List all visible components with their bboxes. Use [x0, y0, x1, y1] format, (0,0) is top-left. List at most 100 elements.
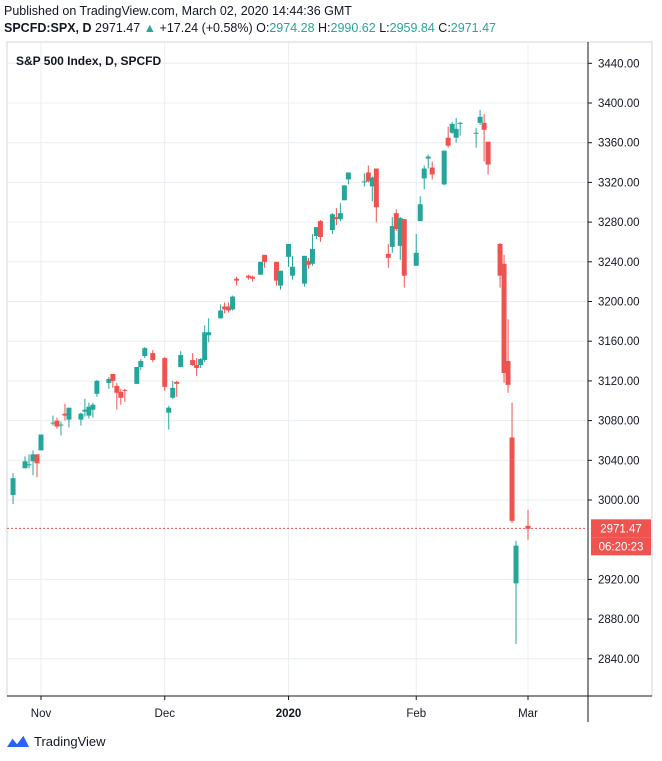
candle	[138, 359, 144, 370]
candle	[118, 388, 124, 405]
footer[interactable]: TradingView	[6, 733, 106, 749]
candle	[333, 208, 339, 226]
y-tick-label: 3120.00	[598, 376, 640, 388]
candle	[457, 121, 463, 136]
candle-body	[385, 253, 391, 258]
candle	[341, 185, 347, 201]
candle	[361, 173, 367, 187]
candle-body	[86, 406, 92, 416]
candle	[305, 257, 311, 269]
candle-body	[50, 422, 56, 424]
candle-body	[142, 348, 148, 357]
candle	[441, 150, 447, 186]
candle-body	[305, 260, 311, 265]
candle-body	[505, 361, 511, 385]
candle	[317, 220, 323, 242]
candle	[226, 302, 232, 313]
candle	[274, 261, 280, 286]
candle-body	[445, 137, 451, 146]
y-tick-label: 3200.00	[598, 297, 640, 309]
chart-title: S&P 500 Index, D, SPCFD	[16, 54, 161, 68]
candle-body	[309, 248, 315, 264]
candle-body	[397, 218, 403, 246]
y-tick-label: 3080.00	[598, 416, 640, 428]
candle-body	[66, 407, 72, 420]
last-price-label: 2971.47	[600, 523, 642, 535]
candle-body	[138, 361, 144, 368]
candle-body	[10, 478, 16, 496]
candle-body	[317, 221, 323, 237]
candle	[477, 109, 483, 125]
candle	[429, 161, 435, 180]
open-label: O:	[256, 21, 270, 35]
candle	[230, 295, 236, 311]
x-tick-label: 2020	[276, 708, 302, 720]
candle-body	[62, 413, 68, 416]
candle-body	[226, 306, 232, 311]
y-tick-label: 3440.00	[598, 58, 640, 70]
candle	[22, 456, 28, 469]
candle-body	[278, 270, 284, 286]
candle-body	[393, 213, 399, 230]
candle	[393, 209, 399, 232]
candle-body	[425, 156, 431, 159]
candle-body	[106, 378, 112, 383]
candle	[110, 373, 116, 388]
candle	[365, 165, 371, 183]
candle	[90, 402, 96, 418]
candle-body	[82, 409, 88, 412]
candle	[258, 261, 264, 275]
candle-body	[230, 296, 236, 310]
candle-body	[329, 214, 335, 231]
quote-line: SPCFD:SPX, D 2971.47 ▲ +17.24 (+0.58%) O…	[4, 21, 496, 35]
candle	[425, 154, 431, 169]
candle-body	[453, 128, 459, 138]
candle-body	[22, 461, 28, 469]
candle-body	[285, 243, 291, 257]
candle-body	[274, 261, 280, 281]
y-tick-label: 3040.00	[598, 455, 640, 467]
y-tick-label: 3400.00	[598, 98, 640, 110]
candle	[86, 402, 92, 419]
candle	[246, 274, 252, 280]
candle	[473, 127, 479, 148]
candle	[389, 217, 395, 253]
candle	[54, 417, 60, 429]
candle-body	[365, 172, 371, 182]
candle-body	[525, 525, 531, 529]
plot-border	[6, 41, 653, 697]
candle	[485, 141, 491, 175]
candle-body	[473, 132, 479, 134]
candle-body	[134, 367, 140, 384]
last-price-badge	[591, 519, 651, 538]
change-value: +17.24 (+0.58%)	[159, 21, 253, 35]
low-value: 2959.84	[389, 21, 435, 35]
candle-body	[361, 181, 367, 183]
candle	[94, 379, 100, 397]
y-tick-label: 3320.00	[598, 177, 640, 189]
candle	[190, 353, 196, 367]
candle	[373, 168, 379, 223]
candle	[289, 255, 295, 280]
candle	[369, 176, 375, 202]
candle-body	[341, 185, 347, 201]
x-tick-label: Nov	[31, 708, 52, 720]
candle-body	[373, 168, 379, 208]
candle	[309, 234, 315, 266]
countdown-label: 06:20:23	[599, 541, 644, 553]
candle-body	[54, 420, 60, 427]
candle	[218, 304, 224, 319]
candle-body	[289, 266, 295, 276]
candle	[78, 412, 84, 426]
candle	[34, 454, 40, 478]
candle-body	[58, 424, 64, 426]
low-label: L:	[379, 21, 390, 35]
candle	[385, 243, 391, 268]
candle-body	[421, 168, 427, 179]
candle	[262, 254, 268, 268]
y-tick-label: 3000.00	[598, 495, 640, 507]
published-line: Published on TradingView.com, March 02, …	[4, 4, 352, 18]
high-label: H:	[318, 21, 331, 35]
candle	[278, 270, 284, 290]
